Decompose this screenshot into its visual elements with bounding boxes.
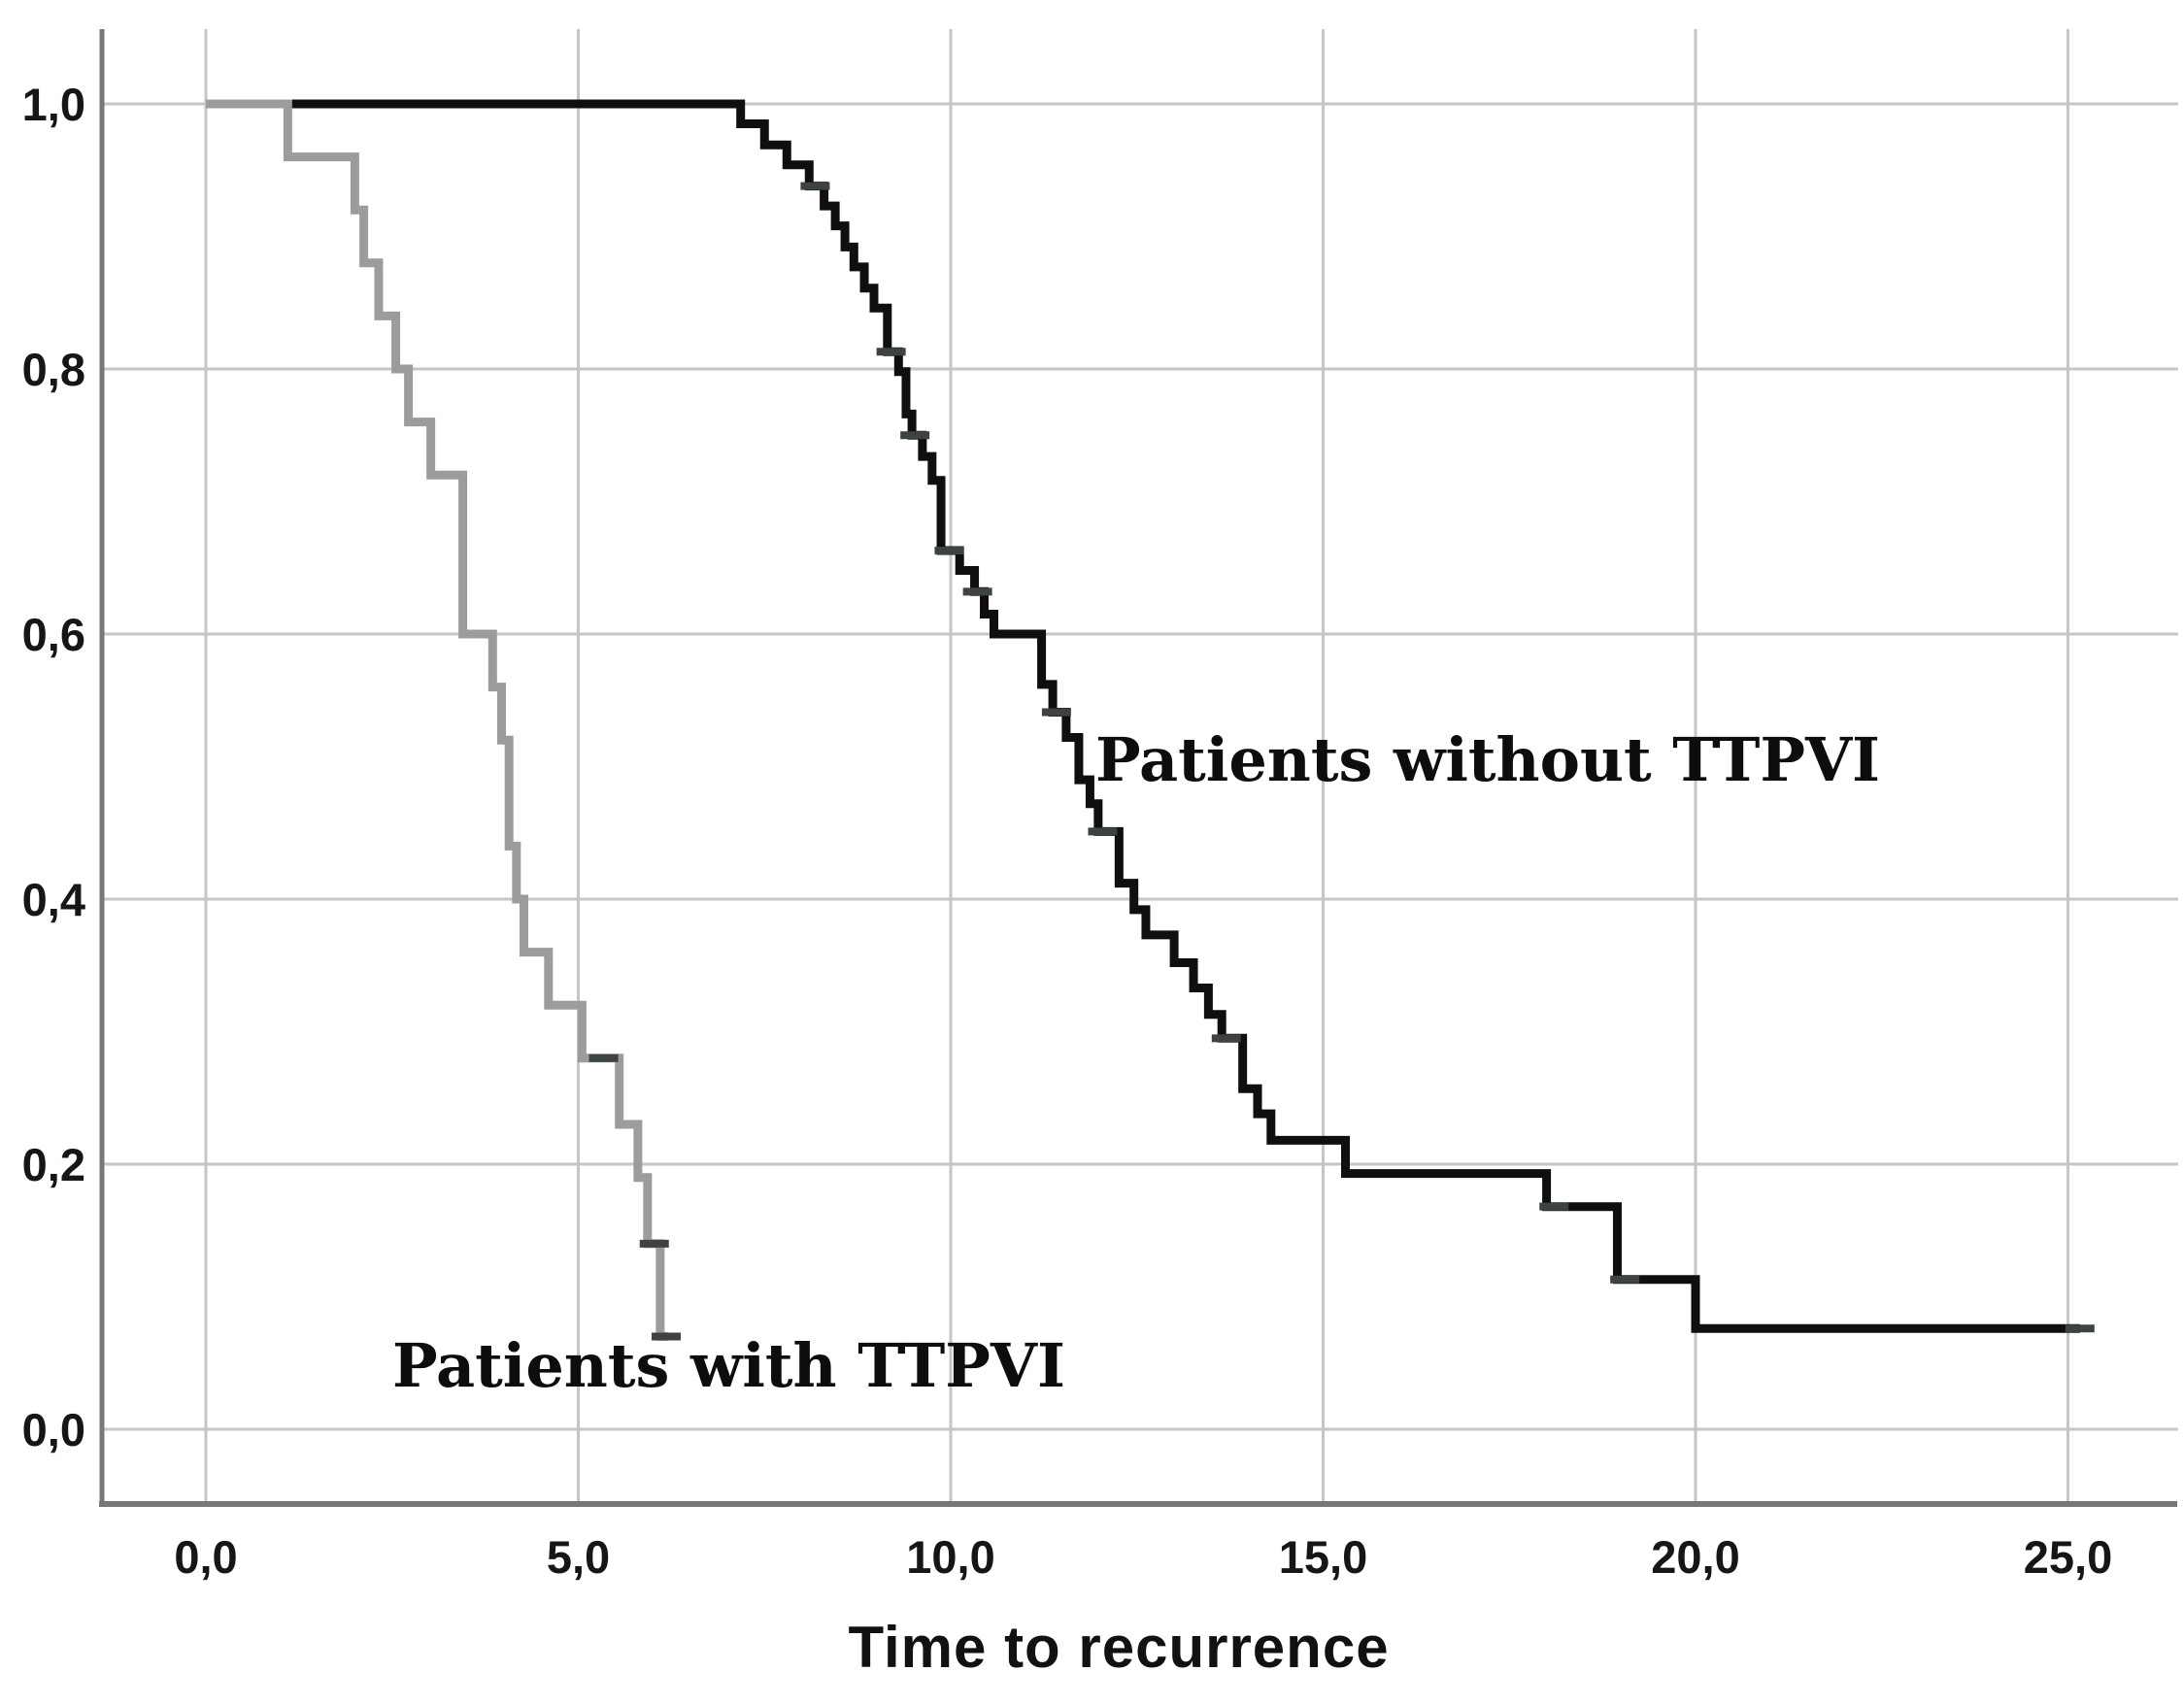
x-tick-label: 15,0 (1279, 1531, 1367, 1583)
y-tick-label: 1,0 (22, 79, 85, 130)
x-tick-label: 10,0 (906, 1531, 994, 1583)
km-curve-without-ttpvi (206, 99, 2080, 1333)
y-tick-label: 0,6 (22, 609, 85, 660)
y-tick-label: 0,0 (22, 1404, 85, 1455)
x-axis-title: Time to recurrence (848, 1615, 1390, 1680)
annotation-patients-with-ttpvi: Patients with TTPVI (392, 1330, 1065, 1401)
y-tick-label: 0,4 (22, 874, 85, 925)
km-curve-with-ttpvi (206, 99, 668, 1341)
y-tick-label: 0,8 (22, 344, 85, 395)
x-tick-label: 25,0 (2024, 1531, 2112, 1583)
x-tick-label: 20,0 (1651, 1531, 1739, 1583)
x-tick-label: 5,0 (547, 1531, 610, 1583)
annotation-patients-without-ttpvi: Patients without TTPVI (1095, 724, 1881, 795)
y-tick-label: 0,2 (22, 1139, 85, 1190)
x-tick-label: 0,0 (174, 1531, 237, 1583)
